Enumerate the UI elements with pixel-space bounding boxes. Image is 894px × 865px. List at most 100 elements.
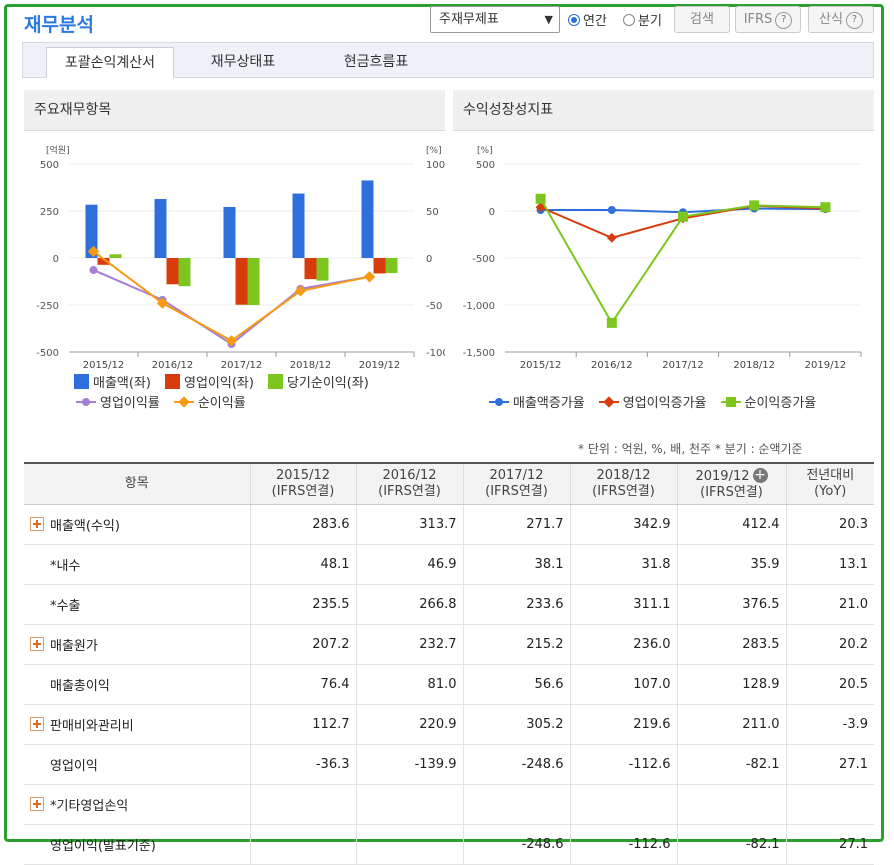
bar-매출액(좌): [223, 206, 236, 258]
panel-title: 주요재무항목: [24, 90, 445, 131]
bar-매출액(좌): [361, 180, 374, 258]
y-tick-label: -1,000: [463, 301, 495, 312]
row-label[interactable]: 매출액(수익): [24, 504, 250, 545]
row-label-text: 매출총이익: [50, 679, 110, 694]
bar-영업이익(좌): [235, 258, 248, 305]
table-row: 영업이익 -36.3 -139.9 -248.6 -112.6 -82.1 27.1: [24, 744, 874, 785]
row-label-text: 판매비와관리비: [50, 719, 134, 734]
row-label-text: *수출: [50, 599, 81, 614]
legend-item-net-growth[interactable]: 순이익증가율: [720, 392, 816, 411]
chevron-down-icon: ▼: [544, 13, 553, 26]
table-cell: 232.7: [355, 624, 463, 665]
row-label: 매출총이익: [24, 664, 250, 705]
ifrs-button-label: IFRS: [743, 12, 773, 27]
legend-item-op-margin[interactable]: 영업이익률: [76, 392, 160, 411]
x-tick-label: 2017/12: [662, 360, 704, 371]
table-cell: -248.6: [462, 824, 570, 865]
table-cell: 46.9: [355, 544, 463, 585]
legend-item-op-income[interactable]: 영업이익(좌): [164, 372, 254, 391]
legend-swatch: [267, 374, 283, 389]
header-period: 2018/12 (IFRS연결): [569, 463, 677, 505]
y-right-tick-label: 50: [426, 207, 439, 218]
legend-item-op-growth[interactable]: 영업이익증가율: [598, 392, 707, 411]
legend-row-2: 영업이익률 순이익률: [76, 392, 246, 411]
table-cell: 38.1: [462, 544, 570, 585]
add-column-icon[interactable]: +: [752, 466, 768, 483]
y-right-tick-label: -50: [426, 301, 442, 312]
legend-label: 영업이익(좌): [183, 376, 254, 391]
help-icon: ?: [775, 12, 793, 29]
table-cell: 35.9: [676, 544, 786, 585]
row-label: *내수: [24, 544, 250, 585]
table-cell: 236.0: [569, 624, 677, 665]
ifrs-button[interactable]: IFRS?: [735, 6, 801, 33]
legend-item-net-income[interactable]: 당기순이익(좌): [267, 372, 369, 391]
table-row: 판매비와관리비 112.7 220.9 305.2 219.6 211.0 -3.9: [24, 704, 874, 745]
legend-line-marker: [598, 395, 619, 408]
legend-item-sales-growth[interactable]: 매출액증가율: [489, 392, 585, 411]
header: 재무분석 주재무제표 ▼ 연간 분기 검색 IFRS? 산식?: [22, 6, 877, 36]
row-label: 영업이익: [24, 744, 250, 785]
y-tick-label: 0: [489, 207, 495, 218]
search-button-label: 검색: [690, 12, 714, 27]
header-yoy: 전년대비 (YoY): [785, 463, 874, 505]
y-left-tick-label: -250: [36, 301, 59, 312]
expand-plus-icon[interactable]: [30, 797, 44, 811]
point-순이익률: [156, 297, 169, 309]
y-right-tick-label: 0: [426, 254, 432, 265]
row-label[interactable]: 판매비와관리비: [24, 704, 250, 745]
tab-cash-flow[interactable]: 현금흐름표: [343, 54, 409, 70]
row-label-text: *내수: [50, 559, 81, 574]
table-cell: [249, 784, 356, 825]
y-tick-label: 500: [476, 160, 495, 171]
table-body: 매출액(수익) 283.6 313.7 271.7 342.9 412.4 20.3 *내수 4…: [24, 504, 874, 865]
table-cell: -82.1: [676, 744, 786, 785]
row-label-text: 영업이익(발표기준): [50, 839, 156, 854]
calc-button[interactable]: 산식?: [808, 6, 874, 33]
radio-selected-icon: [568, 13, 580, 26]
table-row: 매출총이익 76.4 81.0 56.6 107.0 128.9 20.5: [24, 664, 874, 705]
tab-balance-sheet[interactable]: 재무상태표: [210, 54, 276, 70]
tab-income-statement[interactable]: 포괄손익계산서: [46, 47, 174, 78]
table-cell: 342.9: [569, 504, 677, 545]
table-cell: 76.4: [249, 664, 356, 705]
y-right-tick-label: 100: [426, 160, 445, 171]
table-cell: -82.1: [676, 824, 786, 865]
radio-quarter[interactable]: 분기: [623, 10, 662, 29]
row-label-text: 영업이익: [50, 759, 98, 774]
table-cell: 266.8: [355, 584, 463, 625]
bar-당기순이익(좌): [109, 254, 122, 258]
row-label[interactable]: 매출원가: [24, 624, 250, 665]
point-순이익률: [294, 285, 307, 297]
point-순이익률: [363, 271, 376, 283]
bar-당기순이익(좌): [316, 258, 329, 281]
table-cell: 211.0: [676, 704, 786, 745]
statement-select[interactable]: 주재무제표 ▼: [430, 6, 560, 33]
table-cell: 107.0: [569, 664, 677, 705]
table-cell: 220.9: [355, 704, 463, 745]
table-cell: 81.0: [355, 664, 463, 705]
expand-plus-icon[interactable]: [30, 517, 44, 531]
x-tick-label: 2016/12: [591, 360, 633, 371]
radio-unselected-icon: [623, 13, 635, 26]
legend-label: 영업이익률: [100, 396, 160, 411]
legend-line-marker: [720, 396, 741, 407]
y-tick-label: -1,500: [463, 348, 495, 359]
row-label[interactable]: *기타영업손익: [24, 784, 250, 825]
legend-item-sales[interactable]: 매출액(좌): [74, 372, 151, 391]
table-cell: [355, 784, 463, 825]
legend-swatch: [164, 374, 180, 389]
table-cell: -112.6: [569, 744, 677, 785]
search-button[interactable]: 검색: [674, 6, 730, 33]
header-period: 2019/12 + (IFRS연결): [676, 463, 786, 505]
table-cell: 283.6: [249, 504, 356, 545]
expand-plus-icon[interactable]: [30, 637, 44, 651]
row-label-text: *기타영업손익: [50, 799, 129, 814]
expand-plus-icon[interactable]: [30, 717, 44, 731]
point-영업이익률: [89, 266, 98, 275]
legend-row: 매출액증가율 영업이익증가율 순이익증가율: [489, 392, 816, 411]
legend-item-net-margin[interactable]: 순이익률: [173, 392, 246, 411]
table-cell: 27.1: [785, 744, 874, 785]
radio-annual[interactable]: 연간: [568, 10, 607, 29]
table-cell: 235.5: [249, 584, 356, 625]
